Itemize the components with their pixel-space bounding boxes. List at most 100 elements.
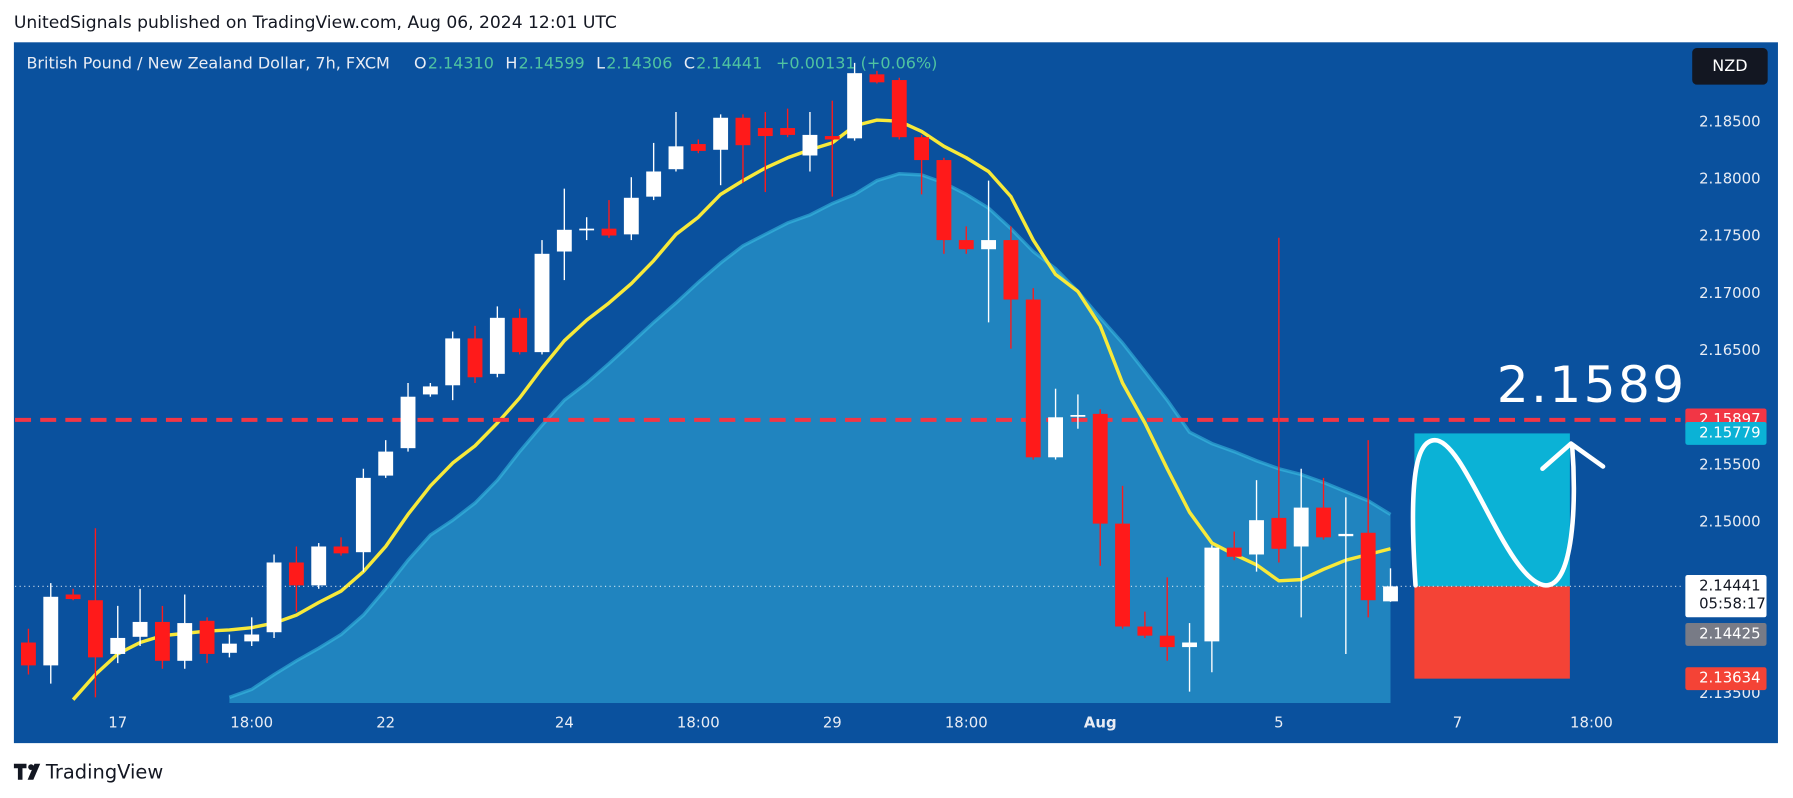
candle-body (735, 117, 751, 146)
stop-label: 2.13634 (1699, 669, 1760, 687)
candle-body (780, 128, 796, 135)
candle-body (869, 74, 885, 83)
x-tick-label: 7 (1453, 714, 1462, 732)
bar-countdown: 05:58:17 (1699, 595, 1766, 613)
candle-body (65, 594, 81, 600)
candle-body (400, 396, 416, 449)
candle-body (266, 562, 282, 633)
ma-area (229, 173, 1391, 704)
candle-body (333, 546, 349, 554)
candle-body (378, 451, 394, 476)
candle-body (534, 253, 550, 353)
candle-body (1159, 635, 1175, 648)
candle-body (1226, 547, 1242, 557)
x-tick-label: 24 (555, 714, 574, 732)
currency-button[interactable] (1692, 48, 1768, 85)
candle-body (132, 621, 148, 637)
candle-body (1293, 507, 1309, 547)
x-tick-label: 18:00 (230, 714, 273, 732)
stop-zone (1414, 586, 1570, 679)
candle-body (824, 136, 840, 140)
symbol-title: British Pound / New Zealand Dollar, 7h, … (26, 54, 389, 73)
publish-header: UnitedSignals published on TradingView.c… (14, 13, 617, 33)
candle-body (422, 386, 438, 395)
candle-body (199, 620, 215, 654)
y-tick-label: 2.15000 (1699, 512, 1760, 530)
candle-body (847, 73, 863, 139)
plot-area (15, 62, 1681, 704)
candle-body (1070, 415, 1086, 417)
candle-body (579, 228, 595, 231)
candle-body (1137, 626, 1153, 636)
candle-body (445, 338, 461, 386)
candle-body (690, 144, 706, 151)
last-price-bg (1685, 574, 1767, 618)
candle-body (43, 596, 59, 666)
legend-change: +0.00131 (+0.06%) (776, 54, 937, 73)
x-tick-label: Aug (1084, 714, 1117, 732)
stop-label-bg (1685, 667, 1767, 691)
legend-key: L (596, 54, 605, 73)
candle-body (981, 240, 997, 250)
x-tick-label: 18:00 (677, 714, 720, 732)
candle-body (1360, 532, 1376, 601)
bid-label-bg (1685, 622, 1767, 646)
legend-key: H (505, 54, 517, 73)
currency-label[interactable]: NZD (1712, 56, 1747, 75)
legend: British Pound / New Zealand Dollar, 7h, … (26, 54, 937, 73)
candle-body (1249, 520, 1264, 555)
candle-body (1115, 523, 1130, 627)
y-tick-label: 2.15500 (1699, 455, 1760, 473)
candle-body (713, 117, 729, 150)
candle-body (1316, 507, 1331, 538)
y-tick-label: 2.17500 (1699, 227, 1760, 245)
candle-body (489, 317, 505, 374)
candle-body (221, 643, 237, 653)
candle-body (467, 338, 483, 378)
candle-body (311, 546, 327, 586)
x-tick-label: 18:00 (1570, 714, 1613, 732)
x-tick-label: 29 (823, 714, 842, 732)
candle-body (288, 562, 304, 586)
candle-body (958, 240, 974, 250)
projection-arrow (1410, 437, 1606, 588)
bid-label: 2.14425 (1699, 624, 1760, 642)
candle-body (154, 621, 170, 661)
legend-value: 2.14599 (519, 54, 585, 73)
candle-body (244, 634, 260, 642)
candle-body (355, 477, 371, 553)
y-tick-label: 2.18500 (1699, 112, 1760, 130)
y-tick-label: 2.17000 (1699, 284, 1760, 302)
candle-body (1338, 533, 1354, 537)
candle-body (512, 317, 528, 353)
candle-body (668, 146, 684, 170)
candle-body (757, 128, 773, 137)
last-price-label: 2.14441 (1699, 576, 1760, 594)
footer-brand: TradingView (45, 760, 163, 783)
candle-body (914, 137, 930, 161)
candle-body (623, 197, 639, 235)
candle-body (891, 80, 907, 138)
candle-body (1003, 240, 1019, 300)
y-tick-label: 2.16500 (1699, 341, 1760, 359)
x-tick-label: 18:00 (945, 714, 988, 732)
legend-value: 2.14310 (428, 54, 494, 73)
target-label-bg (1685, 421, 1767, 445)
candle-body (1092, 413, 1108, 524)
legend-value: 2.14441 (696, 54, 762, 73)
legend-key: O (414, 54, 427, 73)
candle-body (1383, 586, 1398, 602)
target-zone (1414, 433, 1570, 587)
x-tick-label: 22 (376, 714, 395, 732)
target-label: 2.15779 (1699, 423, 1760, 441)
price-axis: 2.135002.150002.155002.165002.170002.175… (1685, 112, 1767, 702)
candle-body (646, 171, 662, 197)
x-tick-label: 5 (1274, 714, 1283, 732)
candle-body (21, 642, 36, 666)
ma-area-edge (228, 172, 1392, 700)
candle-body (936, 160, 952, 241)
candle-body (1048, 417, 1064, 458)
candle-body (1204, 547, 1220, 642)
candle-body (802, 134, 818, 156)
